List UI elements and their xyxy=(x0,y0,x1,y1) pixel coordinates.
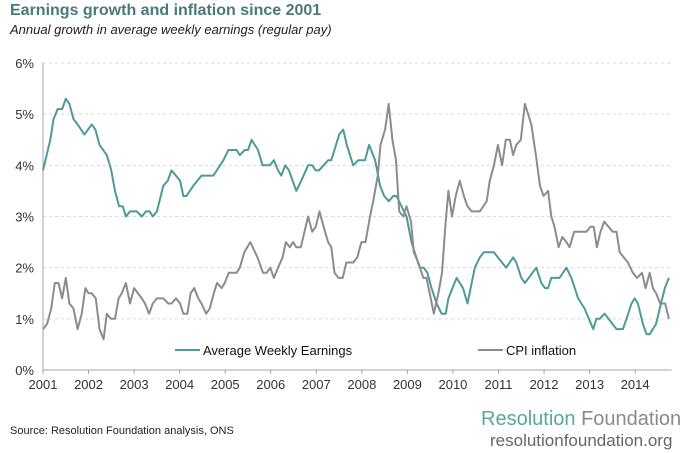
chart-subtitle: Annual growth in average weekly earnings… xyxy=(10,22,332,37)
y-tick-label: 1% xyxy=(15,312,34,327)
y-tick-label: 3% xyxy=(15,210,34,225)
x-tick-label: 2011 xyxy=(485,377,513,392)
logo-name-part: Foundation xyxy=(575,408,682,430)
y-tick-label: 5% xyxy=(15,107,34,122)
x-tick-label: 2010 xyxy=(438,377,467,392)
series-line-cpi xyxy=(42,102,670,341)
y-tick-label: 2% xyxy=(15,261,34,276)
x-tick-label: 2001 xyxy=(29,377,58,392)
x-tick-label: 2009 xyxy=(393,377,422,392)
x-tick-label: 2014 xyxy=(621,377,650,392)
chart-title: Earnings growth and inflation since 2001 xyxy=(10,2,322,19)
logo-name-part: Resolution xyxy=(481,408,576,430)
y-tick-label: 4% xyxy=(15,158,34,173)
logo-name: Resolution Foundation xyxy=(481,408,681,431)
x-tick-label: 2012 xyxy=(530,377,559,392)
series-line-earnings xyxy=(42,97,670,336)
x-tick-label: 2005 xyxy=(211,377,240,392)
legend-label: CPI inflation xyxy=(506,343,576,358)
y-tick-label: 0% xyxy=(15,363,34,378)
x-tick-label: 2003 xyxy=(120,377,149,392)
x-tick-label: 2013 xyxy=(575,377,604,392)
y-tick-label: 6% xyxy=(15,56,34,71)
x-tick-label: 2002 xyxy=(74,377,103,392)
x-tick-label: 2004 xyxy=(165,377,194,392)
logo-url: resolutionfoundation.org xyxy=(490,431,673,450)
source-note: Source: Resolution Foundation analysis, … xyxy=(10,425,234,437)
x-tick-label: 2007 xyxy=(302,377,331,392)
legend-label: Average Weekly Earnings xyxy=(203,343,353,358)
x-tick-label: 2006 xyxy=(256,377,285,392)
x-tick-label: 2008 xyxy=(347,377,376,392)
